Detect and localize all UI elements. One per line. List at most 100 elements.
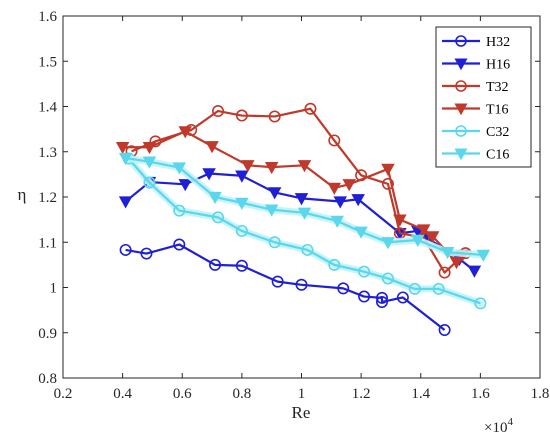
- data-point-T16: [342, 179, 356, 192]
- data-point-T16: [297, 160, 312, 173]
- data-point-H16: [202, 168, 216, 181]
- x-axis-title: Re: [292, 403, 311, 422]
- data-point-T32: [235, 109, 248, 122]
- data-point-H16: [118, 196, 133, 209]
- data-point-H32: [140, 247, 153, 260]
- data-point-T16: [115, 142, 130, 155]
- data-point-C16: [411, 234, 425, 247]
- data-point-T16: [381, 163, 395, 176]
- data-point-C32: [143, 176, 156, 189]
- data-point-T32: [328, 134, 341, 147]
- legend-label: T32: [486, 80, 509, 95]
- legend-label: T16: [486, 103, 509, 118]
- legend-item-C16: C16: [442, 148, 509, 163]
- x-multiplier-base: ×10: [484, 420, 507, 436]
- x-tick-label: 0.8: [233, 386, 252, 402]
- data-point-T32: [212, 105, 225, 118]
- data-point-H32: [337, 282, 350, 295]
- x-tick-label: 0.2: [54, 386, 73, 402]
- legend-marker: [454, 148, 468, 161]
- legend-item-C32: C32: [442, 125, 509, 140]
- y-tick-label: 1.2: [38, 190, 57, 206]
- data-point-C32: [328, 258, 341, 271]
- legend-box: [435, 26, 532, 168]
- data-point-H32: [209, 258, 222, 271]
- y-axis-title: η: [18, 185, 27, 204]
- y-tick-label: 1.1: [38, 235, 57, 251]
- data-point-H16: [178, 179, 192, 192]
- data-point-C32: [235, 224, 248, 237]
- legend-marker: [454, 58, 468, 71]
- x-tick-label: 1.2: [352, 386, 371, 402]
- data-point-T16: [142, 142, 157, 155]
- data-point-C16: [172, 162, 187, 175]
- data-point-C16: [264, 204, 279, 217]
- x-tick-label: 1.8: [531, 386, 550, 402]
- data-point-H32: [438, 324, 451, 337]
- data-point-C16: [381, 237, 395, 250]
- data-point-H16: [351, 194, 365, 207]
- data-point-T16: [393, 214, 407, 227]
- data-point-C16: [440, 247, 455, 260]
- x-tick-label: 0.4: [113, 386, 132, 402]
- y-tick-label: 1: [50, 281, 58, 297]
- data-point-T32: [381, 177, 394, 190]
- x-tick-label: 1: [298, 386, 306, 402]
- data-point-C32: [381, 272, 394, 285]
- data-point-C16: [476, 249, 491, 262]
- data-point-H32: [173, 238, 186, 251]
- legend-marker: [455, 35, 467, 47]
- data-point-C32: [474, 297, 487, 310]
- x-tick-label: 1.6: [471, 386, 490, 402]
- legend-marker: [455, 125, 467, 137]
- data-point-C16: [208, 191, 222, 204]
- data-point-C32: [301, 243, 314, 256]
- legend-item-T16: T16: [442, 103, 509, 118]
- legend-label: C32: [486, 125, 509, 140]
- axes-layer: 0.2 0.4 0.6 0.8 1 1.2 1.4 1.6 1.8 0.8 0.9 1 1.1 1.2 1.…: [38, 9, 549, 402]
- legend-marker: [455, 80, 467, 92]
- data-point-C16: [354, 226, 368, 239]
- data-point-H32: [119, 243, 132, 256]
- y-tick-label: 1.5: [38, 54, 57, 70]
- data-point-T16: [416, 224, 431, 237]
- series-layer: [115, 102, 491, 337]
- series-line-C32: [127, 157, 481, 305]
- data-point-C32: [432, 282, 445, 295]
- data-point-C32: [268, 236, 281, 249]
- data-point-H32: [295, 278, 308, 291]
- data-point-H32: [358, 290, 371, 303]
- data-point-C16: [297, 207, 312, 220]
- data-point-T16: [327, 182, 342, 195]
- legend-label: H16: [486, 58, 510, 73]
- x-tick-label: 1.4: [411, 386, 430, 402]
- y-tick-label: 0.9: [38, 326, 57, 342]
- y-tick-label: 1.3: [38, 145, 57, 161]
- data-point-H32: [375, 291, 388, 304]
- data-point-T16: [425, 231, 440, 244]
- data-point-T32: [438, 266, 451, 279]
- y-tick-label: 0.8: [38, 371, 57, 387]
- data-point-H32: [396, 291, 409, 304]
- legend-item-T32: T32: [442, 80, 509, 95]
- data-point-H16: [467, 265, 482, 278]
- data-point-T16: [178, 126, 192, 139]
- x-tick-label: 0.6: [173, 386, 192, 402]
- data-point-C32: [358, 265, 371, 278]
- series-H32: [119, 238, 451, 337]
- legend-item-H16: H16: [442, 58, 510, 73]
- data-point-H32: [375, 295, 388, 308]
- legend-label: C16: [486, 148, 509, 163]
- x-multiplier-exp: 4: [507, 416, 513, 428]
- series-C16: [118, 152, 491, 262]
- data-point-H16: [267, 187, 282, 200]
- data-point-T16: [241, 160, 255, 173]
- data-point-H16: [235, 170, 249, 183]
- legend-item-H32: H32: [442, 35, 510, 50]
- data-point-H16: [333, 196, 347, 209]
- y-tick-label: 1.6: [38, 9, 57, 25]
- data-point-C32: [212, 211, 225, 224]
- series-line-H32: [125, 243, 446, 331]
- legend: H32 H16 T32 T16 C32 C16: [435, 26, 532, 168]
